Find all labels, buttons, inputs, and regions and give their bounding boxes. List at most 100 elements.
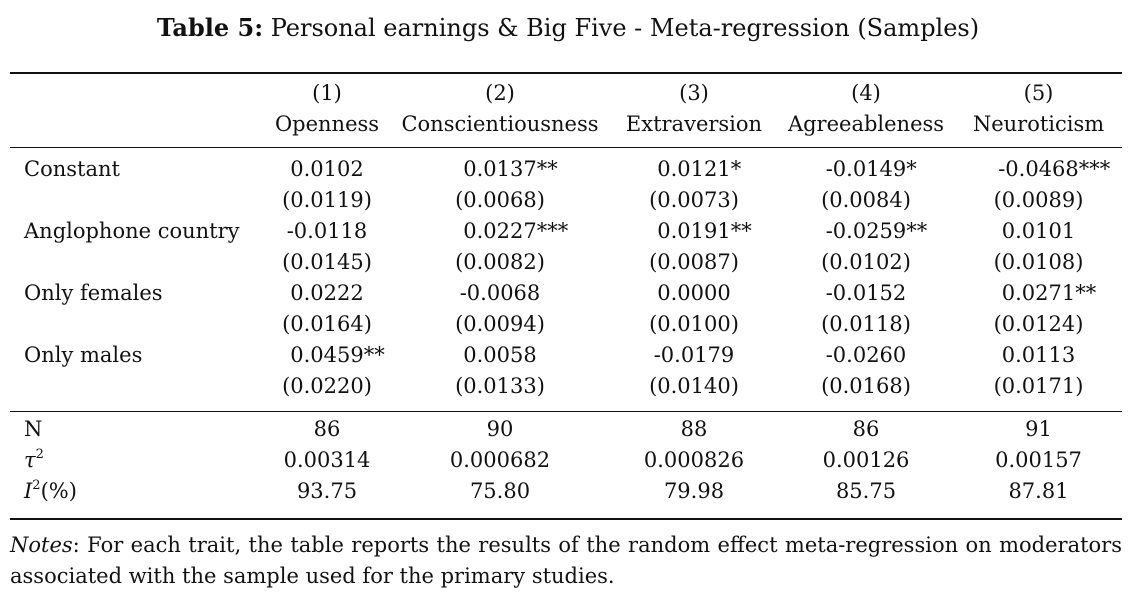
caption-text: Personal earnings & Big Five - Meta-regr… [270, 14, 980, 42]
standard-error-cell: (0.0164) [282, 312, 372, 336]
coefficient-cell: -0.0468*** [998, 157, 1111, 181]
standard-error-cell: (0.0089) [993, 188, 1084, 212]
top-rule [10, 72, 1122, 74]
coefficient-cell: 0.0191** [657, 219, 752, 243]
coefficient-cell: 0.0459** [290, 343, 385, 367]
coefficient-value: 0.0271 [1001, 281, 1076, 305]
statistic-label: τ2 [10, 445, 265, 476]
standard-error-cell: (0.0073) [649, 188, 739, 212]
statistic-value: 0.000682 [449, 448, 551, 472]
coefficient-value: -0.0118 [286, 219, 368, 243]
column-name: Neuroticism [972, 112, 1105, 136]
coefficient-cell: -0.0149* [825, 157, 917, 181]
table-notes: Notes: For each trait, the table reports… [10, 530, 1122, 592]
coefficient-row: Constant 0.0102 0.0137** 0.0121* -0.0149* -0.… [10, 154, 1122, 185]
statistic-value: 0.00314 [283, 448, 371, 472]
statistic-value: 90 [486, 417, 514, 441]
row-label-blank [10, 309, 265, 340]
coefficient-row: Only males 0.0459** 0.0058 -0.0179 -0.0260 0.… [10, 340, 1122, 371]
statistic-value: 93.75 [296, 479, 358, 503]
statistic-value: 91 [1025, 417, 1052, 441]
statistic-value: 0.00157 [995, 448, 1082, 472]
row-label-blank [10, 371, 265, 402]
coefficient-cell: 0.0271** [1001, 281, 1097, 305]
standard-error-cell: (0.0084) [821, 188, 911, 212]
notes-label: Notes [10, 533, 73, 557]
coefficient-cell: -0.0152 [777, 278, 955, 309]
row-label-blank [10, 185, 265, 216]
statistic-label: I2(%) [10, 476, 265, 507]
column-number: (4) [851, 81, 881, 105]
standard-error-cell: (0.0171) [993, 374, 1084, 398]
coefficient-value: 0.0459 [290, 343, 364, 367]
statistic-superscript: 2 [35, 447, 44, 462]
standard-error-cell: (0.0133) [455, 374, 545, 398]
coefficient-cell: 0.0227*** [463, 219, 569, 243]
row-label: Constant [24, 157, 120, 181]
coefficient-cell: 0.0058 [389, 340, 611, 371]
coefficient-value: 0.0102 [290, 157, 364, 181]
standard-error-cell: (0.0124) [993, 312, 1084, 336]
statistic-row: N 86 90 88 86 91 [10, 414, 1122, 445]
standard-error-cell: (0.0118) [821, 312, 911, 336]
standard-error-row: (0.0220) (0.0133) (0.0140) (0.0168) (0.0171) [10, 371, 1122, 402]
coefficient-value: -0.0152 [825, 281, 907, 305]
coefficient-value: -0.0259 [825, 219, 907, 243]
statistic-value: 79.98 [663, 479, 725, 503]
statistic-row: τ2 0.00314 0.000682 0.000826 0.00126 0.00157 [10, 445, 1122, 476]
statistic-value: 0.00126 [822, 448, 910, 472]
statistic-row: I2(%) 93.75 75.80 79.98 85.75 87.81 [10, 476, 1122, 507]
statistic-value: 86 [852, 417, 880, 441]
coefficient-value: 0.0000 [657, 281, 731, 305]
coefficient-row: Only females 0.0222 -0.0068 0.0000 -0.0152 0.… [10, 278, 1122, 309]
coefficient-cell: -0.0118 [265, 216, 389, 247]
statistic-value: 0.000826 [643, 448, 745, 472]
standard-error-row: (0.0119) (0.0068) (0.0073) (0.0084) (0.0089) [10, 185, 1122, 216]
statistic-symbol: τ [24, 448, 36, 472]
standard-error-cell: (0.0094) [455, 312, 545, 336]
row-label: Anglophone country [24, 219, 240, 243]
header-blank-cell [10, 78, 265, 109]
column-number: (1) [312, 81, 342, 105]
statistic-superscript: 2 [32, 478, 41, 493]
column-name: Agreeableness [787, 112, 945, 136]
coefficient-value: -0.0468 [998, 157, 1079, 181]
column-number: (5) [1023, 81, 1054, 105]
column-number: (2) [485, 81, 515, 105]
standard-error-cell: (0.0145) [282, 250, 372, 274]
coefficient-cell: 0.0222 [265, 278, 389, 309]
column-name-row: Openness Conscientiousness Extraversion … [10, 109, 1122, 140]
coefficient-value: -0.0179 [653, 343, 735, 367]
standard-error-cell: (0.0102) [821, 250, 911, 274]
coefficient-cell: 0.0101 [955, 216, 1122, 247]
results-table: (1) (2) (3) (4) (5) Openness Conscientio… [10, 78, 1122, 507]
stats-rule [10, 411, 1122, 412]
coefficient-value: 0.0058 [463, 343, 537, 367]
column-number-row: (1) (2) (3) (4) (5) [10, 78, 1122, 109]
coefficient-row: Anglophone country -0.0118 0.0227*** 0.0191… [10, 216, 1122, 247]
coefficient-cell: -0.0179 [611, 340, 777, 371]
coefficient-value: -0.0149 [825, 157, 907, 181]
standard-error-cell: (0.0108) [993, 250, 1084, 274]
table-caption: Table 5: Personal earnings & Big Five - … [0, 10, 1136, 46]
statistic-symbol: I [24, 479, 33, 503]
header-rule [10, 147, 1122, 148]
coefficient-value: 0.0137 [463, 157, 537, 181]
coefficient-value: 0.0113 [1001, 343, 1076, 367]
coefficient-value: 0.0222 [290, 281, 364, 305]
notes-text: : For each trait, the table reports the … [10, 533, 1122, 588]
row-label-blank [10, 247, 265, 278]
row-label: Only females [24, 281, 163, 305]
standard-error-row: (0.0164) (0.0094) (0.0100) (0.0118) (0.0124) [10, 309, 1122, 340]
standard-error-cell: (0.0100) [649, 312, 739, 336]
coefficient-cell: 0.0000 [611, 278, 777, 309]
standard-error-cell: (0.0140) [649, 374, 739, 398]
header-blank-cell [10, 109, 265, 140]
coefficient-cell: 0.0113 [955, 340, 1122, 371]
column-name: Extraversion [625, 112, 763, 136]
statistic-value: 75.80 [469, 479, 531, 503]
standard-error-cell: (0.0220) [282, 374, 372, 398]
standard-error-cell: (0.0087) [649, 250, 739, 274]
coefficient-value: -0.0260 [825, 343, 907, 367]
